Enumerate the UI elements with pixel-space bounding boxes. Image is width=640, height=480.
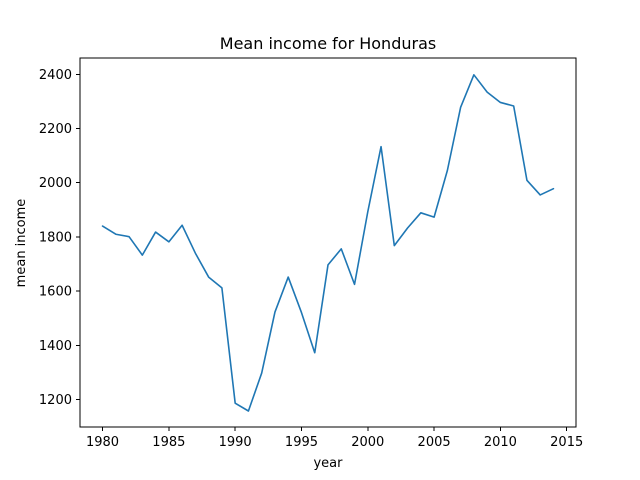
x-tick-label: 2000 <box>351 435 384 450</box>
y-axis: 1200 1400 1600 1800 2000 2200 2400 <box>39 68 80 408</box>
y-tick-label: 1400 <box>39 339 72 354</box>
x-tick-label: 2005 <box>418 435 451 450</box>
x-tick-label: 1990 <box>219 435 252 450</box>
chart-title: Mean income for Honduras <box>220 34 436 53</box>
x-axis: 1980 1985 1990 1995 2000 2005 2010 2015 <box>86 427 583 450</box>
y-tick-label: 2400 <box>39 68 72 83</box>
axes-frame <box>79 57 577 428</box>
y-tick-label: 2000 <box>39 176 72 191</box>
x-tick-label: 2010 <box>484 435 517 450</box>
x-tick-label: 1995 <box>285 435 318 450</box>
y-tick-label: 1600 <box>39 285 72 300</box>
plot-area <box>79 57 577 428</box>
series-line-0 <box>101 74 555 412</box>
x-tick-label: 1985 <box>152 435 185 450</box>
x-tick-label: 2015 <box>550 435 583 450</box>
y-tick-label: 2200 <box>39 122 72 137</box>
x-tick-label: 1980 <box>86 435 119 450</box>
y-tick-label: 1200 <box>39 393 72 408</box>
y-tick-label: 1800 <box>39 230 72 245</box>
x-axis-label: year <box>313 456 343 471</box>
y-axis-label: mean income <box>14 199 29 288</box>
